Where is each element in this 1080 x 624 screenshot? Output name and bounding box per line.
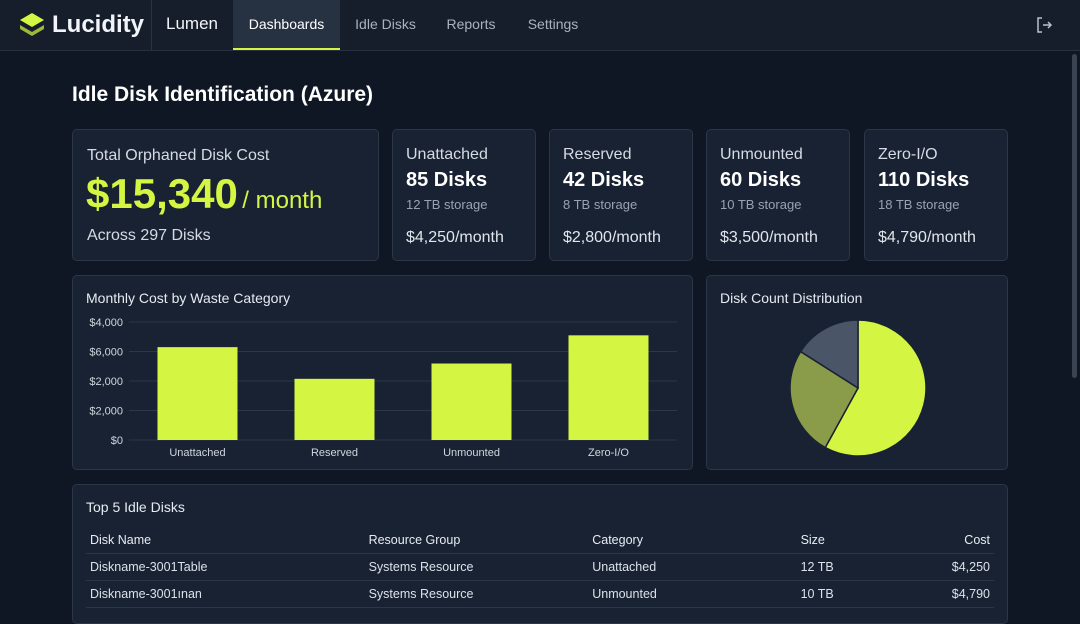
summary-label: Total Orphaned Disk Cost (87, 147, 270, 164)
stat-card: Unmounted 60 Disks 10 TB storage $3,500/mon… (706, 129, 850, 261)
table-cell: Unmounted (588, 580, 797, 608)
card-count: 85 Disks (406, 169, 488, 191)
table-cell: $4,790 (900, 580, 994, 608)
stat-card: Reserved 42 Disks 8 TB storage $2,800/month (549, 129, 693, 261)
pie-slice (789, 350, 859, 449)
card-cost: $4,790/month (878, 229, 976, 246)
bar (568, 335, 649, 440)
pie-slice (824, 319, 927, 457)
table-cell: Diskname-3001ınan (86, 580, 365, 608)
y-tick-label: $2,000 (89, 376, 123, 388)
card-cost: $3,500/month (720, 229, 818, 246)
table-cell: Systems Resource (364, 580, 589, 608)
logo-icon (20, 13, 44, 36)
table-cell: Systems Resource (364, 553, 589, 581)
table-row: Diskname-3001ınan Systems Resource Unmount… (86, 580, 994, 608)
card-label: Unattached (406, 146, 488, 163)
card-storage: 8 TB storage (563, 197, 638, 212)
scrollbar[interactable] (1072, 54, 1077, 378)
bar (294, 378, 375, 440)
column-header: Category (588, 527, 797, 554)
card-label: Unmounted (720, 146, 803, 163)
table-title: Top 5 Idle Disks (86, 499, 185, 515)
card-storage: 18 TB storage (878, 197, 960, 212)
card-storage: 12 TB storage (406, 197, 488, 212)
nav-bar (0, 0, 1080, 51)
table-row: Diskname-3001Table Systems Resource Unatta… (86, 553, 994, 581)
nav-tab[interactable]: Settings (527, 16, 579, 32)
nav-tab[interactable]: Reports (446, 16, 496, 32)
pie-panel: Disk Count Distribution (706, 275, 1008, 470)
separator (151, 0, 152, 50)
summary-unit: / month (242, 187, 323, 214)
pie-chart (789, 319, 927, 457)
table-cell: $4,250 (900, 553, 994, 581)
card-cost: $4,250/month (406, 229, 504, 246)
card-storage: 10 TB storage (720, 197, 802, 212)
table: Disk Name Resource Group Category Size Cost D… (86, 527, 994, 608)
nav-tab[interactable]: Dashboards (233, 0, 340, 50)
x-tick-label: Zero-I/O (588, 447, 629, 459)
card-cost: $2,800/month (563, 229, 661, 246)
y-tick-label: $6,000 (89, 347, 123, 359)
x-tick-label: Unmounted (443, 447, 500, 459)
table-panel: Top 5 Idle Disks Disk Name Resource Group… (72, 484, 1008, 624)
table-cell: 12 TB (796, 553, 901, 581)
table-cell: Diskname-3001Table (86, 553, 365, 581)
logout-icon[interactable] (1034, 15, 1054, 35)
stat-card: Unattached 85 Disks 12 TB storage $4,250/mo… (392, 129, 536, 261)
x-tick-label: Reserved (311, 447, 358, 459)
bar-panel: Monthly Cost by Waste Category $4,000 $6,… (72, 275, 693, 470)
summary-card: Total Orphaned Disk Cost $15,340 / month… (72, 129, 379, 261)
summary-amount: $15,340 (86, 170, 238, 217)
card-count: 42 Disks (563, 169, 645, 191)
pie-slice (799, 319, 859, 390)
card-label: Zero-I/O (878, 146, 938, 163)
pie-title: Disk Count Distribution (720, 290, 863, 306)
card-label: Reserved (563, 146, 632, 163)
column-header: Resource Group (364, 527, 589, 554)
page-title: Idle Disk Identification (Azure) (72, 83, 374, 106)
summary-note: Across 297 Disks (87, 227, 211, 244)
column-header: Size (796, 527, 901, 554)
x-tick-label: Unattached (169, 447, 225, 459)
bar (157, 347, 238, 440)
table-cell: 10 TB (796, 580, 901, 608)
app-name[interactable]: Lumen (166, 14, 218, 33)
card-count: 60 Disks (720, 169, 802, 191)
stat-card: Zero-I/O 110 Disks 18 TB storage $4,790/mon… (864, 129, 1008, 261)
y-tick-label: $2,000 (89, 406, 123, 418)
nav-tab[interactable]: Idle Disks (355, 16, 416, 32)
bar-chart: $4,000 $6,000 $2,000 $2,000 $0 Unattached Rese… (89, 317, 677, 459)
bar-title: Monthly Cost by Waste Category (86, 290, 291, 306)
brand: Lucidity (52, 11, 145, 38)
y-tick-label: $0 (111, 435, 123, 447)
logo[interactable]: Lucidity (18, 9, 144, 41)
bar (431, 363, 512, 440)
column-header: Cost (900, 527, 994, 554)
card-count: 110 Disks (878, 169, 970, 191)
column-header: Disk Name (86, 527, 365, 554)
table-cell: Unattached (588, 553, 797, 581)
y-tick-label: $4,000 (89, 317, 123, 329)
summary-value: $15,340 / month (86, 170, 322, 218)
